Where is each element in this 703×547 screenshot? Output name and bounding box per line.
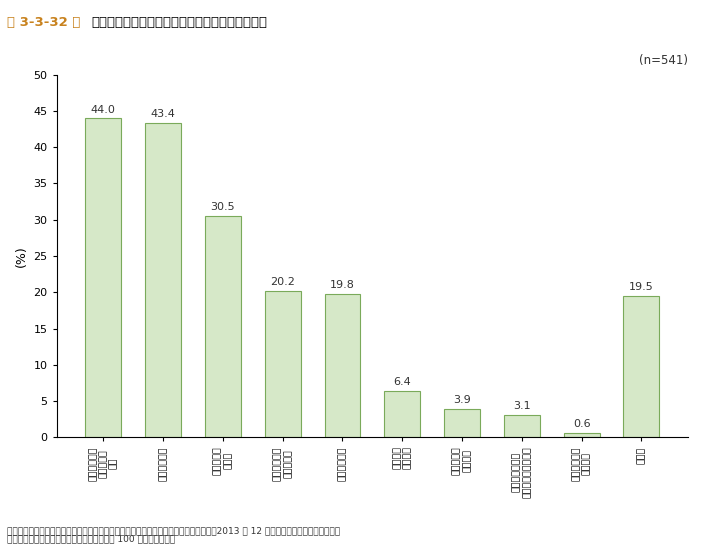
Text: 3.1: 3.1 (513, 401, 531, 411)
Text: 資料：中小企業庁委託「中小企業者・小規模企業者の廃業に関するアンケート調査」（2013 年 12 月、（株）帝国データバンク）: 資料：中小企業庁委託「中小企業者・小規模企業者の廃業に関するアンケート調査」（2… (7, 526, 340, 536)
Text: (n=541): (n=541) (639, 55, 688, 67)
Text: 第 3-3-32 図: 第 3-3-32 図 (7, 16, 80, 30)
Bar (564, 433, 600, 437)
Text: 44.0: 44.0 (91, 104, 116, 114)
Text: 廃業を決断するときに心配したこと（複数回答）: 廃業を決断するときに心配したこと（複数回答） (91, 16, 267, 30)
Text: 3.9: 3.9 (453, 395, 471, 405)
Text: 6.4: 6.4 (394, 377, 411, 387)
Bar (504, 415, 540, 437)
Y-axis label: (%): (%) (15, 245, 28, 267)
Bar (205, 216, 241, 437)
Bar (146, 123, 181, 437)
Text: 0.6: 0.6 (573, 420, 591, 429)
Text: 19.8: 19.8 (330, 280, 355, 290)
Bar (624, 296, 659, 437)
Text: 30.5: 30.5 (211, 202, 236, 212)
Text: （注）複数回答であるため、合計は必ずしも 100 にはならない。: （注）複数回答であるため、合計は必ずしも 100 にはならない。 (7, 534, 175, 544)
Bar (85, 118, 122, 437)
Bar (325, 294, 361, 437)
Bar (265, 291, 301, 437)
Text: 43.4: 43.4 (150, 109, 176, 119)
Bar (444, 409, 480, 437)
Text: 20.2: 20.2 (270, 277, 295, 287)
Text: 19.5: 19.5 (629, 282, 654, 292)
Bar (385, 391, 420, 437)
